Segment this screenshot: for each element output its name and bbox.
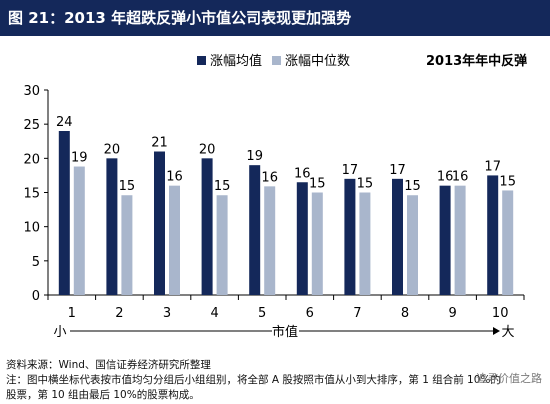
footnote-line-1: 注：图中横坐标代表按市值均匀分组后小组组别，将全部 A 股按照市值从小到大排序，… bbox=[6, 374, 501, 386]
bar-median bbox=[454, 185, 466, 295]
y-tick-label: 30 bbox=[23, 84, 40, 99]
footnote-line-2: 股票，第 10 组由最后 10%的股票构成。 bbox=[6, 389, 200, 401]
bar-label-median: 16 bbox=[261, 170, 278, 185]
bar-mean bbox=[487, 175, 499, 295]
x-tick-label: 6 bbox=[306, 306, 314, 321]
bar-label-median: 16 bbox=[452, 170, 469, 185]
x-tick-label: 7 bbox=[353, 306, 361, 321]
bar-chart: 涨幅均值 涨幅中位数 2013年年中反弹 0 5 10 15 20 25 30 1 2 3 4 5 6… bbox=[23, 53, 527, 340]
bar-median bbox=[264, 186, 276, 295]
bar-label-mean: 20 bbox=[199, 142, 216, 157]
bar-label-mean: 17 bbox=[484, 159, 501, 174]
chart-annotation: 2013年年中反弹 bbox=[426, 53, 527, 69]
bar-label-median: 15 bbox=[214, 179, 231, 194]
bar-median bbox=[73, 166, 85, 295]
bar-label-median: 15 bbox=[119, 179, 136, 194]
bar-label-mean: 20 bbox=[104, 142, 121, 157]
bar-mean bbox=[106, 158, 118, 295]
figure-title: 图 21：2013 年超跌反弹小市值公司表现更加强势 bbox=[0, 0, 550, 36]
x-tick-label: 2 bbox=[115, 306, 123, 321]
watermark: 追寻价值之路 bbox=[476, 372, 542, 385]
bar-label-median: 15 bbox=[499, 174, 516, 189]
y-tick-label: 5 bbox=[32, 255, 40, 270]
axis-note-market-cap: 市值 bbox=[272, 324, 298, 340]
x-tick-label: 5 bbox=[258, 306, 266, 321]
legend-swatch-median bbox=[272, 56, 281, 65]
x-tick-label: 3 bbox=[163, 306, 171, 321]
bar-median bbox=[216, 195, 228, 295]
bar-mean bbox=[296, 182, 308, 295]
axis-note-small: 小 bbox=[53, 325, 66, 340]
bars bbox=[58, 131, 514, 295]
y-tick-label: 15 bbox=[23, 187, 40, 202]
bar-median bbox=[359, 192, 371, 295]
x-tick-label: 4 bbox=[210, 306, 218, 321]
bar-label-mean: 19 bbox=[246, 149, 263, 164]
x-tick-label: 8 bbox=[401, 306, 409, 321]
bar-mean bbox=[439, 185, 451, 295]
axis-note-large: 大 bbox=[501, 325, 514, 340]
y-axis: 0 5 10 15 20 25 30 bbox=[23, 84, 49, 304]
bar-mean bbox=[249, 165, 261, 295]
bar-mean bbox=[392, 178, 403, 295]
y-tick-label: 20 bbox=[23, 152, 40, 167]
bar-label-median: 15 bbox=[357, 177, 374, 192]
bar-mean bbox=[201, 158, 213, 295]
bar-label-mean: 16 bbox=[437, 170, 454, 185]
legend-swatch-mean bbox=[197, 56, 206, 65]
axis-note-arrowhead bbox=[493, 327, 500, 335]
bar-label-median: 16 bbox=[166, 170, 183, 185]
bar-mean bbox=[154, 151, 165, 295]
bar-label-mean: 17 bbox=[389, 163, 406, 178]
bar-median bbox=[407, 195, 418, 295]
y-tick-label: 0 bbox=[32, 289, 40, 304]
y-tick-label: 25 bbox=[23, 118, 40, 133]
bar-label-mean: 24 bbox=[56, 115, 73, 130]
bar-median bbox=[121, 195, 133, 295]
bar-median bbox=[169, 185, 180, 295]
bar-mean bbox=[344, 178, 356, 295]
y-tick-label: 10 bbox=[23, 221, 40, 236]
legend-label-median: 涨幅中位数 bbox=[285, 54, 350, 69]
bar-median bbox=[311, 192, 323, 295]
legend-label-mean: 涨幅均值 bbox=[210, 53, 262, 69]
x-tick-label: 1 bbox=[68, 306, 76, 321]
bar-label-mean: 17 bbox=[342, 163, 359, 178]
source-note: 资料来源：Wind、国信证券经济研究所整理 bbox=[6, 359, 211, 371]
bar-label-median: 15 bbox=[309, 177, 326, 192]
bar-mean bbox=[58, 131, 70, 295]
bar-median bbox=[502, 190, 514, 295]
bar-label-median: 19 bbox=[71, 151, 88, 166]
legend: 涨幅均值 涨幅中位数 bbox=[197, 53, 350, 69]
bar-label-median: 15 bbox=[404, 179, 421, 194]
x-axis: 1 2 3 4 5 6 7 8 9 10 bbox=[47, 294, 525, 321]
x-tick-label: 9 bbox=[448, 306, 456, 321]
bar-label-mean: 16 bbox=[294, 166, 311, 181]
x-tick-label: 10 bbox=[492, 306, 509, 321]
bar-label-mean: 21 bbox=[151, 136, 168, 151]
